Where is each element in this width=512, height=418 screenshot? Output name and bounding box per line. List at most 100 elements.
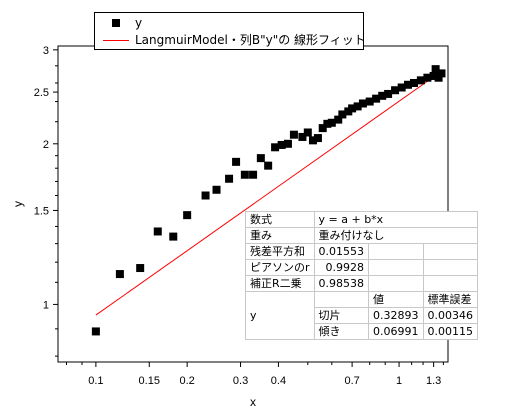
data-point [298,132,307,141]
x-tick-label: 0.2 [180,375,195,387]
data-point [372,94,381,103]
data-point [232,157,241,166]
table-cell [422,259,479,276]
data-point [348,104,357,113]
table-row: 傾き 0.06991 0.00115 [246,323,479,340]
fit-layer [95,69,444,316]
data-point [183,211,192,220]
legend-line-marker [103,40,129,41]
table-cell: 標準誤差 [422,291,479,308]
table-cell: 傾き [313,323,370,340]
y-tick-label: 1 [43,299,49,311]
data-point [334,115,343,124]
data-point [115,270,124,279]
data-point [283,139,292,148]
table-cell: 0.06991 [368,323,424,340]
table-cell: 残差平方和 [245,243,315,260]
data-point [271,143,280,152]
data-point [153,227,162,236]
data-point [256,154,265,163]
table-row: 重み 重み付けなし [245,227,479,244]
data-point [212,185,221,194]
data-point [289,130,298,139]
data-point [240,170,249,179]
data-point [303,128,312,137]
data-point [136,264,145,273]
table-cell: 0.01553 [313,243,370,260]
table-cell: ピアソンのr [245,259,315,276]
data-point [318,124,327,133]
data-point [225,174,234,183]
points-layer [91,65,446,336]
data-point [169,232,178,241]
table-cell [313,291,370,308]
data-point [397,83,406,92]
table-cell: y = a + b*x [313,211,479,228]
y-tick-label: 3 [43,45,49,57]
x-tick-label: 0.15 [139,375,160,387]
x-tick-label: 1 [396,375,402,387]
y-tick-label: 2.5 [34,87,49,99]
y-tick-label: 1.5 [34,205,49,217]
table-cell: 重み付けなし [313,227,479,244]
data-point [277,140,286,149]
table-row: y 値 標準誤差 [245,291,479,340]
y-tick-label: 2 [43,139,49,151]
data-point [327,118,336,127]
data-point [429,71,438,80]
legend: y LangmuirModel・列B"y"の 線形フィット [94,12,366,50]
table-cell: 値 [368,291,424,308]
data-point [431,65,440,74]
table-cell [422,275,479,292]
x-tick-label: 0.3 [233,375,248,387]
data-point [353,102,362,111]
x-tick-label: 0.1 [88,375,103,387]
data-point [391,86,400,95]
table-cell: 0.98538 [313,275,370,292]
table-cell [368,243,424,260]
table-cell: 0.00115 [422,323,479,340]
table-cell: y [245,291,315,340]
table-row: ピアソンのr 0.9928 [245,259,479,276]
data-point [201,191,210,200]
data-point [365,97,374,106]
x-tick-label: 0.7 [344,375,359,387]
table-cell [368,275,424,292]
table-cell: 0.9928 [313,259,370,276]
table-row: 数式 y = a + b*x [245,211,479,228]
data-point [403,80,412,89]
table-cell: 0.00346 [422,307,479,324]
table-row: 切片 0.32893 0.00346 [246,307,479,324]
data-point [437,69,446,78]
data-point [249,170,258,179]
legend-entry-fit: LangmuirModel・列B"y"の 線形フィット [95,32,366,48]
y-axis-title: y [11,201,25,207]
table-row: 補正R二乗 0.98538 [245,275,479,292]
legend-label: y [135,16,143,30]
data-point [308,136,317,145]
data-point [264,161,273,170]
x-tick-label: 1.3 [426,375,441,387]
data-point [423,73,432,82]
legend-square-marker [112,19,120,27]
data-point [434,73,443,82]
fit-line [95,69,444,316]
data-point [313,134,322,143]
x-tick-label: 0.4 [271,375,286,387]
x-axis-title: x [250,395,256,409]
data-point [338,110,347,119]
table-cell: 数式 [245,211,315,228]
data-point [358,99,367,108]
data-point [409,78,418,87]
table-cell: 切片 [313,307,370,324]
data-point [378,91,387,100]
data-point [416,76,425,85]
table-cell [422,243,479,260]
table-row: 残差平方和 0.01553 [245,243,479,260]
legend-label: LangmuirModel・列B"y"の 線形フィット [135,33,366,47]
table-cell: 補正R二乗 [245,275,315,292]
table-cell: 0.32893 [368,307,424,324]
data-point [91,327,100,336]
data-point [323,119,332,128]
